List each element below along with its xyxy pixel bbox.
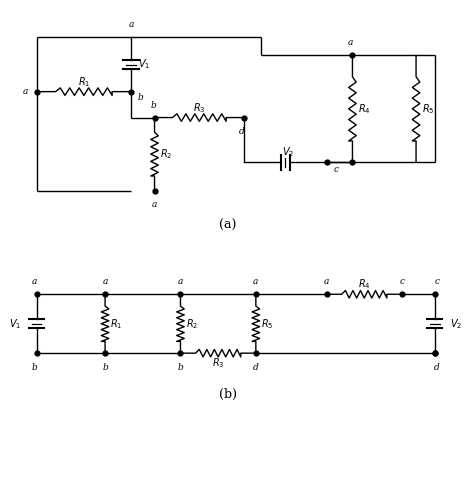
Text: $V_1$: $V_1$ xyxy=(9,317,22,331)
Text: c: c xyxy=(334,165,338,174)
Text: c: c xyxy=(400,277,404,286)
Text: a: a xyxy=(23,87,28,96)
Text: b: b xyxy=(32,363,38,372)
Text: a: a xyxy=(128,20,134,29)
Text: $V_1$: $V_1$ xyxy=(138,58,150,71)
Text: $R_3$: $R_3$ xyxy=(212,357,224,370)
Text: $R_3$: $R_3$ xyxy=(193,101,206,115)
Text: a: a xyxy=(253,277,258,286)
Text: a: a xyxy=(102,277,108,286)
Text: a: a xyxy=(32,277,37,286)
Text: a: a xyxy=(178,277,183,286)
Text: $R_5$: $R_5$ xyxy=(421,102,434,116)
Text: b: b xyxy=(151,100,156,110)
Text: $R_5$: $R_5$ xyxy=(261,317,273,331)
Text: b: b xyxy=(137,93,143,102)
Text: $V_2$: $V_2$ xyxy=(282,145,294,159)
Text: (a): (a) xyxy=(219,220,236,233)
Text: c: c xyxy=(434,277,439,286)
Text: $R_1$: $R_1$ xyxy=(78,75,90,89)
Text: b: b xyxy=(102,363,108,372)
Text: $R_4$: $R_4$ xyxy=(358,102,371,116)
Text: (b): (b) xyxy=(219,388,237,401)
Text: $R_4$: $R_4$ xyxy=(358,277,371,291)
Text: b: b xyxy=(178,363,183,372)
Text: $R_2$: $R_2$ xyxy=(186,317,198,331)
Text: a: a xyxy=(324,277,329,286)
Text: d: d xyxy=(434,363,440,372)
Text: $R_2$: $R_2$ xyxy=(160,147,173,161)
Text: $V_2$: $V_2$ xyxy=(450,317,462,331)
Text: d: d xyxy=(253,363,259,372)
Text: a: a xyxy=(347,38,353,47)
Text: a: a xyxy=(152,200,157,209)
Text: $R_1$: $R_1$ xyxy=(110,317,123,331)
Text: d: d xyxy=(238,127,244,136)
